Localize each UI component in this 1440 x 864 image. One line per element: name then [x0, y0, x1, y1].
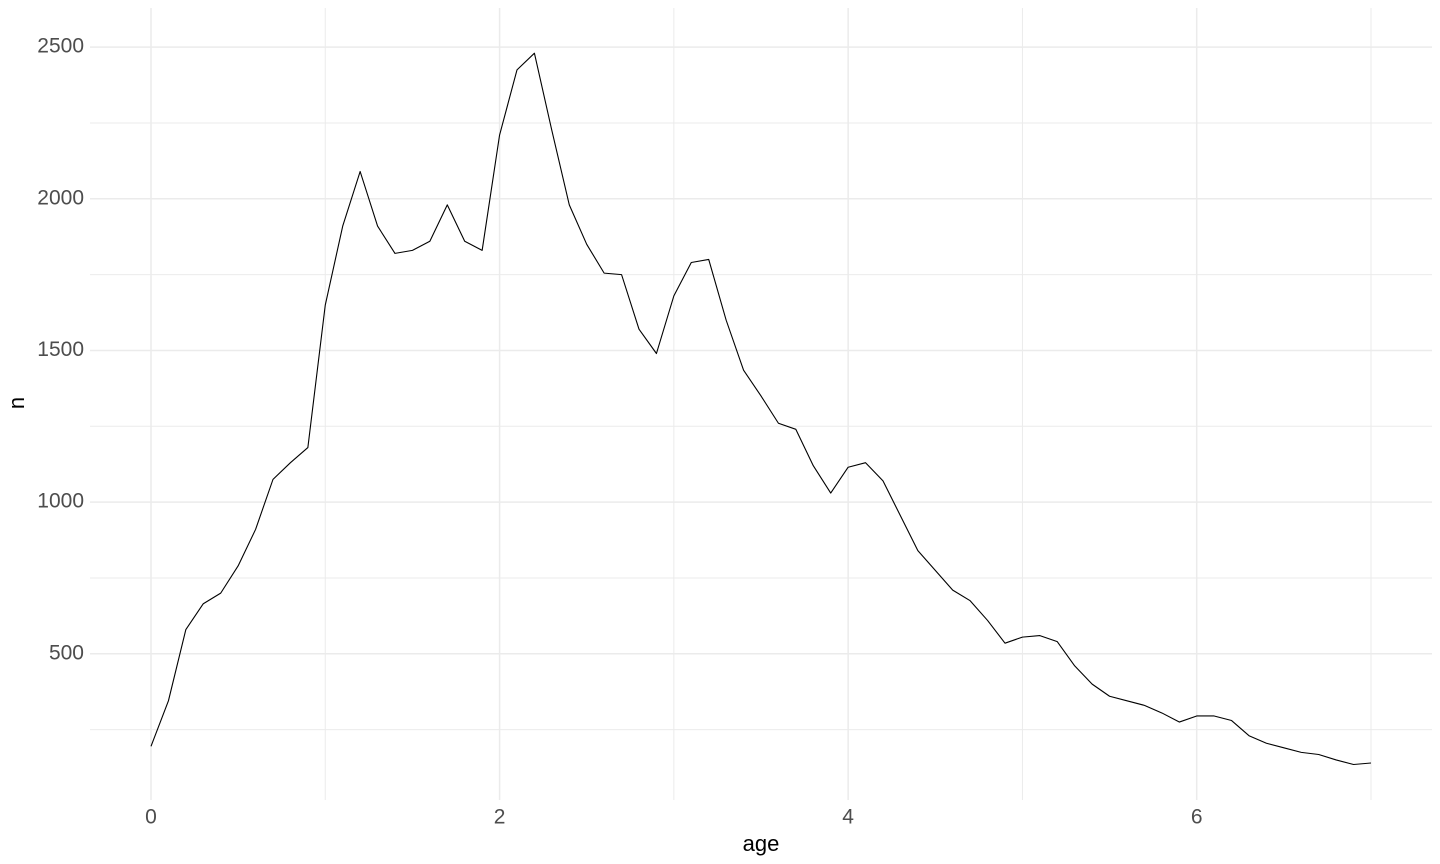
y-tick-label: 2500 [37, 35, 84, 58]
y-tick-label: 1000 [37, 490, 84, 513]
x-tick-label: 0 [145, 806, 157, 829]
plot-area [150, 52, 1372, 766]
x-tick-label: 4 [842, 806, 854, 829]
y-axis-title: n [4, 397, 29, 409]
y-tick-label: 1500 [37, 338, 84, 361]
x-axis-title: age [743, 831, 780, 856]
grid [90, 8, 1432, 800]
line [150, 52, 1372, 766]
x-tick-label: 6 [1191, 806, 1203, 829]
x-tick-label: 2 [494, 806, 506, 829]
y-tick-label: 2000 [37, 186, 84, 209]
y-tick-label: 500 [49, 641, 84, 664]
